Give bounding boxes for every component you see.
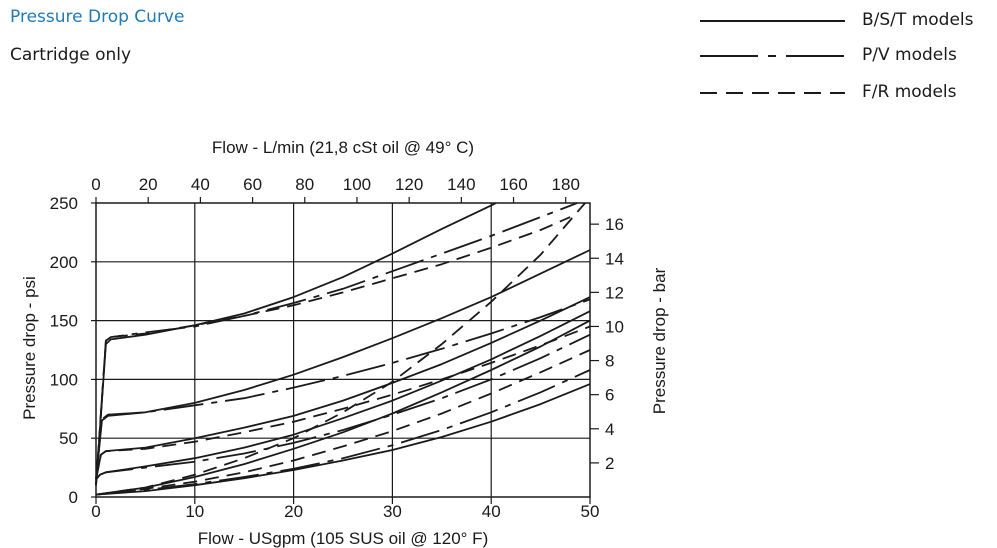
legend-swatches xyxy=(700,20,845,94)
x-axis-title: Flow - USgpm (105 SUS oil @ 120° F) xyxy=(198,529,488,548)
y2-tick-label-7: 16 xyxy=(605,215,624,234)
series-line-dashdot-8 xyxy=(95,333,591,480)
y-tick-label-2: 100 xyxy=(50,370,78,389)
y-axis-title: Pressure drop - psi xyxy=(20,276,39,420)
y2-tick-label-0: 2 xyxy=(605,454,614,473)
x-tick-label-3: 30 xyxy=(383,502,402,521)
x2-tick-label-9: 180 xyxy=(552,175,580,194)
legend-label-pv: P/V models xyxy=(862,45,957,65)
y2-tick-label-5: 12 xyxy=(605,283,624,302)
legend: B/S/T models P/V models F/R models xyxy=(0,0,997,110)
x2-tick-label-5: 100 xyxy=(343,175,371,194)
series-line-dashed-2 xyxy=(95,216,571,486)
x-tick-label-5: 50 xyxy=(581,502,600,521)
x2-tick-label-3: 60 xyxy=(243,175,262,194)
y-tick-label-3: 150 xyxy=(50,312,78,331)
series-line-dashed-6 xyxy=(95,325,591,480)
chart-title: Pressure Drop Curve xyxy=(10,7,185,27)
y2-tick-label-1: 4 xyxy=(605,420,614,439)
y-tick-label-0: 0 xyxy=(69,488,78,507)
x-tick-label-1: 10 xyxy=(185,502,204,521)
x2-axis-title: Flow - L/min (21,8 cSt oil @ 49° C) xyxy=(212,138,474,157)
x-tick-label-4: 40 xyxy=(482,502,501,521)
series-line-dashdot-1 xyxy=(95,202,578,486)
series-line-dashdot-12 xyxy=(95,369,591,496)
x2-tick-label-4: 80 xyxy=(295,175,314,194)
legend-label-bst: B/S/T models xyxy=(862,10,974,30)
x-tick-label-0: 0 xyxy=(91,502,100,521)
plot-frame xyxy=(95,202,591,498)
series-line-dashdot-4 xyxy=(95,298,591,480)
series-line-solid-9 xyxy=(95,319,591,496)
chart-subtitle: Cartridge only xyxy=(10,45,132,65)
series-line-solid-3 xyxy=(95,249,591,480)
axes: 0 10 20 30 40 50 0 50 100 150 200 250 0 20 40 60 80 100 12… xyxy=(50,175,624,521)
y2-axis-title: Pressure drop - bar xyxy=(650,267,669,414)
x2-tick-label-7: 140 xyxy=(447,175,475,194)
legend-label-fr: F/R models xyxy=(862,82,957,102)
y2-tick-label-4: 10 xyxy=(605,317,624,336)
y2-tick-label-2: 6 xyxy=(605,386,614,405)
y-tick-label-4: 200 xyxy=(50,253,78,272)
series-line-solid-7 xyxy=(95,310,591,480)
x2-tick-label-1: 20 xyxy=(139,175,158,194)
y-tick-label-5: 250 xyxy=(50,194,78,213)
series-line-solid-13 xyxy=(95,383,591,496)
series-line-dashed-11 xyxy=(95,202,586,496)
x2-tick-label-8: 160 xyxy=(499,175,527,194)
x2-tick-label-0: 0 xyxy=(91,175,100,194)
y2-tick-label-6: 14 xyxy=(605,249,624,268)
x2-tick-label-6: 120 xyxy=(395,175,423,194)
y2-tick-label-3: 8 xyxy=(605,352,614,371)
y-tick-label-1: 50 xyxy=(59,429,78,448)
x-tick-label-2: 20 xyxy=(284,502,303,521)
series-line-solid-0 xyxy=(95,202,497,486)
series-group xyxy=(95,202,591,496)
grid xyxy=(96,203,590,497)
x2-tick-label-2: 40 xyxy=(191,175,210,194)
series-line-dashed-10 xyxy=(95,349,591,496)
